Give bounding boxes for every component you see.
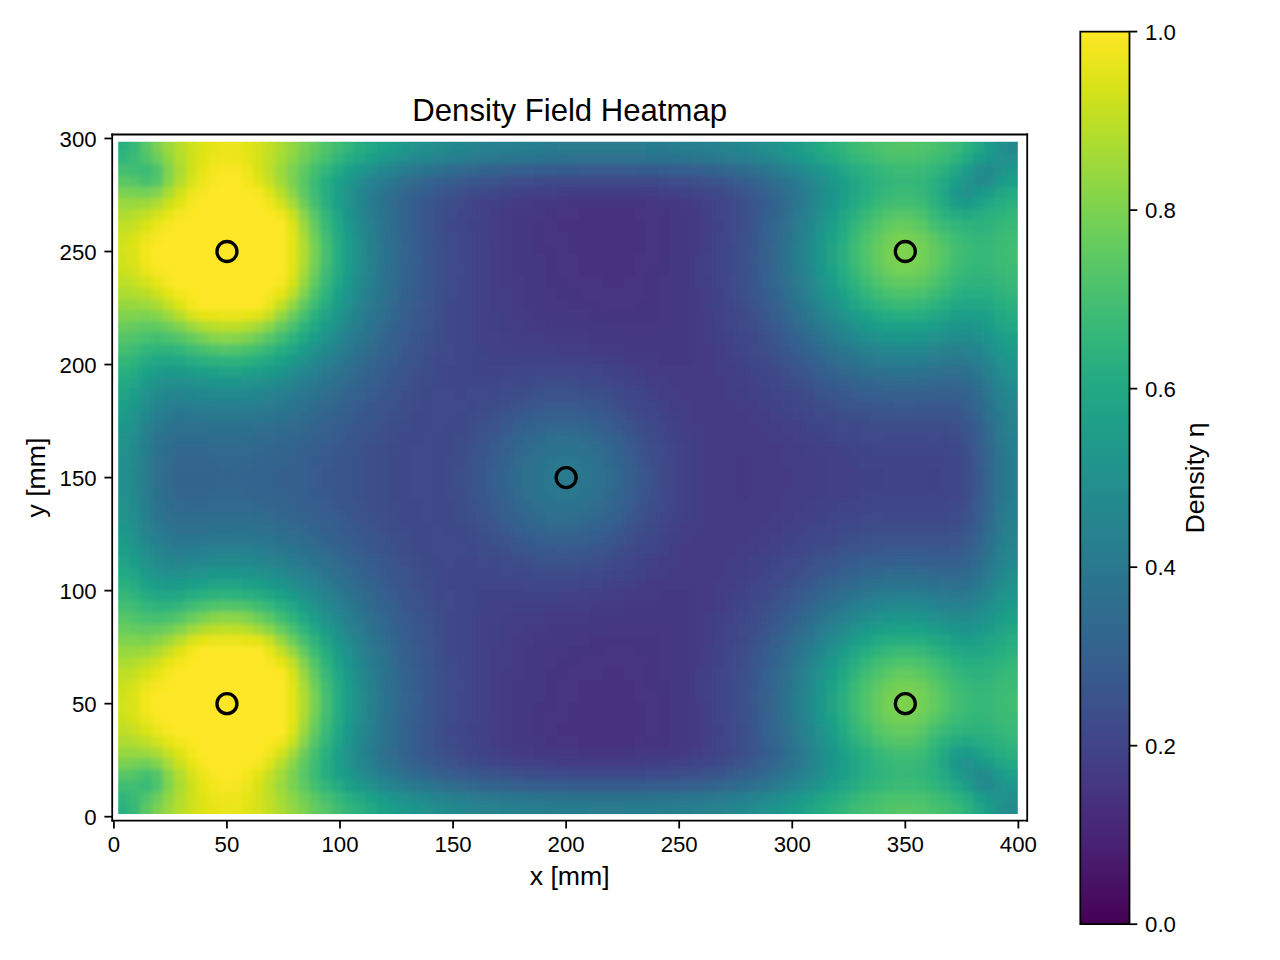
svg-text:0: 0 [84,805,96,830]
svg-text:Density η: Density η [1180,422,1210,533]
svg-text:100: 100 [60,579,97,604]
svg-text:y [mm]: y [mm] [21,438,51,518]
svg-text:250: 250 [60,240,97,265]
svg-text:0.2: 0.2 [1145,734,1176,759]
svg-text:200: 200 [60,353,97,378]
svg-text:1.0: 1.0 [1145,20,1176,45]
svg-text:200: 200 [548,832,585,857]
svg-text:50: 50 [215,832,240,857]
svg-text:400: 400 [1000,832,1037,857]
svg-text:0.8: 0.8 [1145,198,1176,223]
svg-text:0.0: 0.0 [1145,912,1176,937]
svg-text:0.4: 0.4 [1145,555,1176,580]
svg-text:350: 350 [887,832,924,857]
svg-text:Density Field Heatmap: Density Field Heatmap [412,93,727,128]
svg-text:50: 50 [72,692,97,717]
svg-text:300: 300 [774,832,811,857]
svg-text:300: 300 [60,127,97,152]
svg-text:0: 0 [108,832,120,857]
svg-text:100: 100 [321,832,358,857]
svg-text:150: 150 [435,832,472,857]
svg-text:250: 250 [661,832,698,857]
svg-text:0.6: 0.6 [1145,377,1176,402]
svg-text:x [mm]: x [mm] [530,861,610,891]
svg-text:150: 150 [60,466,97,491]
